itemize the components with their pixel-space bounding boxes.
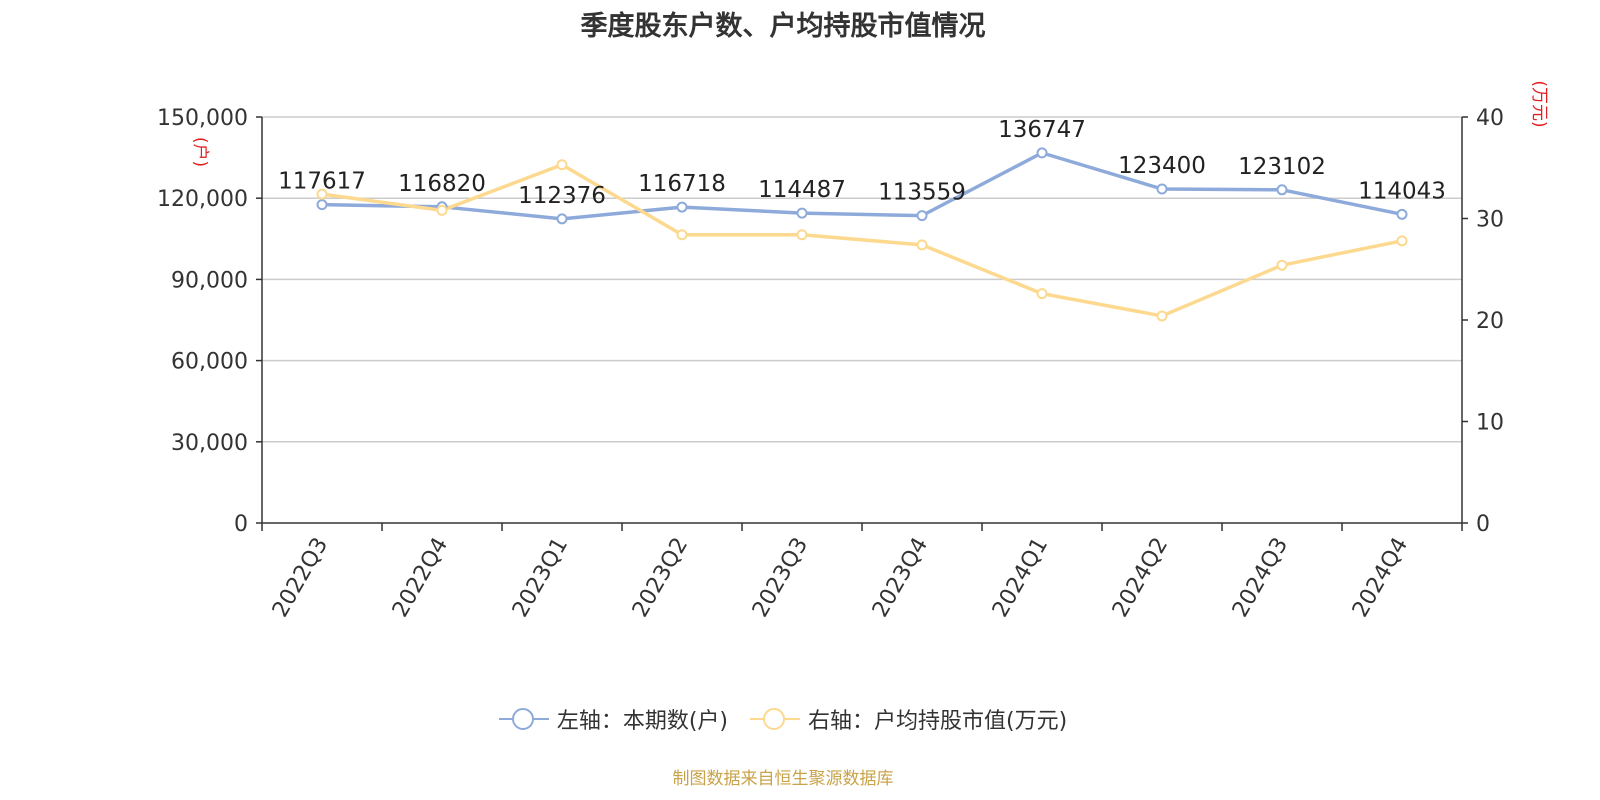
- x-axis-category-label: 2022Q3: [268, 534, 333, 622]
- data-point-households: [1036, 147, 1048, 159]
- legend-item-households[interactable]: 左轴：本期数(户): [498, 703, 728, 735]
- right-axis-tick-label: 30: [1476, 208, 1504, 233]
- chart-title: 季度股东户数、户均持股市值情况: [580, 11, 986, 42]
- right-axis-tick-label: 40: [1476, 106, 1504, 131]
- left-axis-tick-label: 150,000: [157, 106, 248, 131]
- data-label: 117617: [278, 169, 366, 195]
- data-point-households: [916, 210, 928, 222]
- data-source: 制图数据来自恒生聚源数据库: [672, 769, 894, 789]
- legend-label-households: 左轴：本期数(户): [556, 709, 728, 734]
- data-point-avg-value: [316, 188, 328, 200]
- right-axis-unit-label: (万元): [1529, 80, 1549, 127]
- x-axis-category-label: 2022Q4: [388, 534, 453, 622]
- right-axis-tick-label: 0: [1476, 512, 1490, 537]
- data-point-avg-value: [556, 159, 568, 171]
- legend-circle-line-icon: [750, 707, 800, 731]
- x-axis-category-label: 2023Q3: [748, 534, 813, 622]
- series-line-avg-value: [321, 162, 1403, 318]
- left-axis-tick-label: 90,000: [171, 268, 248, 293]
- x-axis-category-label: 2024Q2: [1108, 534, 1173, 622]
- x-axis-category-label: 2023Q1: [508, 534, 573, 622]
- x-axis-category-label: 2023Q2: [628, 534, 693, 622]
- right-axis-tick-label: 10: [1476, 411, 1504, 436]
- data-point-households: [1276, 184, 1288, 196]
- data-point-avg-value: [436, 204, 448, 216]
- data-label: 114487: [758, 177, 846, 203]
- data-point-households: [556, 213, 568, 225]
- left-axis-tick-label: 60,000: [171, 350, 248, 375]
- data-point-households: [316, 199, 328, 211]
- x-axis-category-label: 2023Q4: [868, 534, 933, 622]
- data-point-avg-value: [916, 239, 928, 251]
- data-point-avg-value: [1156, 310, 1168, 322]
- data-label: 113559: [878, 180, 966, 206]
- x-axis-category-label: 2024Q4: [1348, 534, 1413, 622]
- data-label: 136747: [998, 117, 1086, 143]
- x-axis-category-label: 2024Q1: [988, 534, 1053, 622]
- data-point-avg-value: [676, 229, 688, 241]
- data-label: 123400: [1118, 153, 1206, 179]
- data-label: 112376: [518, 183, 606, 209]
- data-label: 123102: [1238, 154, 1326, 180]
- series-line-households: [321, 151, 1403, 221]
- legend-label-avg-value: 右轴：户均持股市值(万元): [808, 709, 1068, 734]
- left-axis-tick-label: 120,000: [157, 187, 248, 212]
- data-point-households: [676, 201, 688, 213]
- x-axis-category-label: 2024Q3: [1228, 534, 1293, 622]
- data-point-households: [1396, 208, 1408, 220]
- legend-item-avg-value[interactable]: 右轴：户均持股市值(万元): [750, 703, 1067, 735]
- data-label: 114043: [1358, 178, 1446, 204]
- data-point-avg-value: [1036, 288, 1048, 300]
- legend-circle-line-icon: [498, 707, 549, 731]
- data-point-households: [1156, 183, 1168, 195]
- left-axis-tick-label: 0: [234, 512, 248, 537]
- left-axis-tick-label: 30,000: [171, 431, 248, 456]
- data-point-avg-value: [1276, 259, 1288, 271]
- data-point-avg-value: [1396, 235, 1408, 247]
- data-point-households: [796, 207, 808, 219]
- data-label: 116718: [638, 171, 726, 197]
- data-label: 116820: [398, 171, 486, 197]
- data-point-avg-value: [796, 229, 808, 241]
- left-axis-unit-label: (户): [190, 137, 210, 167]
- legend: 左轴：本期数(户) 右轴：户均持股市值(万元): [0, 703, 1566, 735]
- right-axis-tick-label: 20: [1476, 309, 1504, 334]
